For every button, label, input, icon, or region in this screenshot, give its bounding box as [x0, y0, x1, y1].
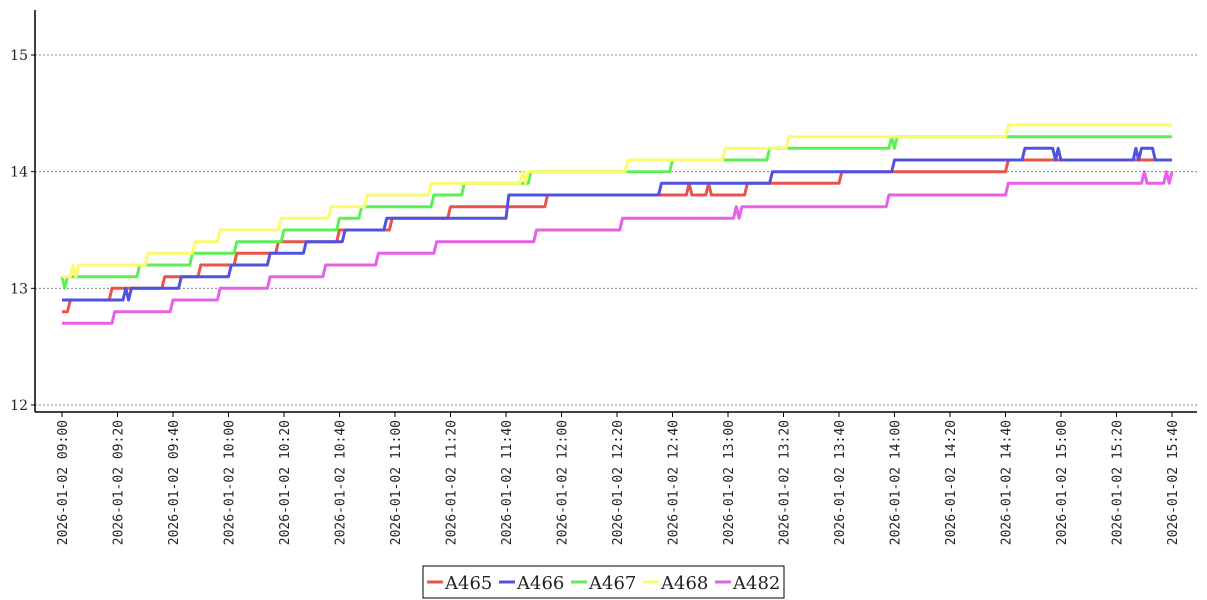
x-tick-label: 2026-01-02 12:20 — [611, 420, 626, 545]
legend-label: A465 — [444, 573, 492, 594]
x-tick-label: 2026-01-02 13:00 — [722, 420, 737, 545]
legend-label: A468 — [660, 573, 708, 594]
series-line-a482 — [62, 170, 1174, 325]
x-tick-label: 2026-01-02 13:40 — [833, 420, 848, 545]
x-tick-label: 2026-01-02 12:00 — [556, 420, 571, 545]
series-lines — [60, 123, 1174, 325]
series-line-a466 — [62, 146, 1172, 302]
legend-label: A466 — [516, 573, 564, 594]
legend-label: A467 — [588, 573, 636, 594]
x-tick-label: 2026-01-02 14:00 — [889, 420, 904, 545]
x-tick-label: 2026-01-02 15:20 — [1111, 420, 1126, 545]
x-tick-label: 2026-01-02 09:20 — [112, 420, 127, 545]
y-tick-label: 15 — [10, 48, 28, 64]
x-tick-label: 2026-01-02 10:20 — [278, 420, 293, 545]
x-tick-label: 2026-01-02 15:40 — [1166, 420, 1181, 545]
x-tick-label: 2026-01-02 11:00 — [389, 420, 404, 545]
x-tick-label: 2026-01-02 14:20 — [944, 420, 959, 545]
x-tick-label: 2026-01-02 12:40 — [667, 420, 682, 545]
legend: A465 A466 A467 A468 A482 — [422, 565, 785, 599]
y-axis-ticks: 12 13 14 15 — [10, 48, 35, 414]
x-axis-ticks: 2026-01-02 09:00 2026-01-02 09:20 2026-01-… — [56, 412, 1181, 545]
series-line-a467 — [60, 135, 1172, 290]
y-tick-label: 14 — [10, 165, 28, 181]
x-tick-label: 2026-01-02 11:20 — [445, 420, 460, 545]
x-tick-label: 2026-01-02 14:40 — [1000, 420, 1015, 545]
legend-label: A482 — [732, 573, 780, 594]
series-line-a468 — [62, 123, 1172, 279]
x-tick-label: 2026-01-02 11:40 — [500, 420, 515, 545]
x-tick-label: 2026-01-02 09:00 — [56, 420, 71, 545]
x-tick-label: 2026-01-02 09:40 — [167, 420, 182, 545]
y-tick-label: 12 — [10, 398, 28, 414]
x-tick-label: 2026-01-02 10:00 — [223, 420, 238, 545]
y-tick-label: 13 — [10, 281, 28, 297]
x-tick-label: 2026-01-02 10:40 — [334, 420, 349, 545]
x-tick-label: 2026-01-02 13:20 — [778, 420, 793, 545]
x-tick-label: 2026-01-02 15:00 — [1055, 420, 1070, 545]
